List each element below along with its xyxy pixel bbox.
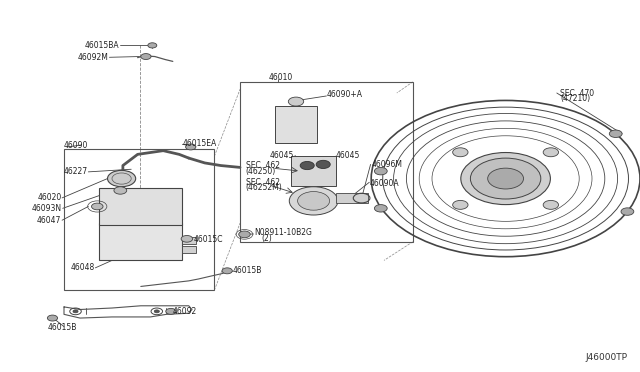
Circle shape [452, 148, 468, 157]
Circle shape [154, 310, 159, 313]
Text: 46048: 46048 [70, 263, 95, 272]
Bar [336, 193, 368, 203]
Text: 46092: 46092 [173, 307, 197, 316]
Text: 46047: 46047 [37, 216, 61, 225]
Text: 46092M: 46092M [78, 53, 109, 62]
Circle shape [374, 205, 387, 212]
Circle shape [141, 54, 151, 60]
Bar [240, 82, 413, 242]
Circle shape [289, 187, 338, 215]
Bar [275, 106, 317, 143]
Text: 46045: 46045 [270, 151, 294, 160]
Text: 46015BA: 46015BA [84, 41, 119, 50]
Text: 46096M: 46096M [371, 160, 402, 169]
Text: 46045: 46045 [336, 151, 360, 160]
Text: (47210): (47210) [560, 94, 590, 103]
Circle shape [47, 315, 58, 321]
Text: 46227: 46227 [63, 167, 88, 176]
Circle shape [114, 187, 127, 194]
Circle shape [461, 153, 550, 205]
Circle shape [148, 43, 157, 48]
Text: 46015B: 46015B [232, 266, 262, 275]
Text: 46015EA: 46015EA [182, 139, 217, 148]
Bar [64, 149, 214, 290]
Text: 46010: 46010 [269, 73, 293, 82]
Text: 46090+A: 46090+A [326, 90, 362, 99]
Text: (46250): (46250) [246, 167, 276, 176]
Circle shape [452, 201, 468, 209]
Text: 46093N: 46093N [32, 204, 62, 213]
Circle shape [300, 161, 314, 170]
Text: (2): (2) [261, 234, 272, 243]
Text: 46090: 46090 [64, 141, 88, 150]
Bar [99, 223, 182, 260]
Circle shape [298, 192, 330, 210]
Circle shape [92, 203, 103, 210]
Circle shape [609, 130, 622, 138]
Text: (46252M): (46252M) [246, 183, 282, 192]
Text: 46090A: 46090A [370, 179, 399, 187]
Bar [182, 246, 196, 253]
Text: 46020: 46020 [37, 193, 61, 202]
Circle shape [108, 170, 136, 187]
Text: 46015B: 46015B [48, 323, 77, 332]
Circle shape [374, 167, 387, 175]
Circle shape [222, 268, 232, 274]
Text: SEC. 470: SEC. 470 [560, 89, 594, 97]
Text: SEC. 462: SEC. 462 [246, 178, 280, 187]
Circle shape [621, 208, 634, 215]
Text: 46015C: 46015C [193, 235, 223, 244]
Circle shape [543, 201, 559, 209]
Circle shape [166, 308, 176, 314]
Text: SEC. 462: SEC. 462 [246, 161, 280, 170]
Circle shape [181, 235, 193, 242]
Circle shape [239, 231, 250, 238]
Circle shape [316, 160, 330, 169]
Circle shape [73, 310, 78, 313]
Bar [291, 156, 336, 186]
Bar [182, 237, 196, 244]
Text: J46000TP: J46000TP [585, 353, 627, 362]
Circle shape [186, 144, 196, 150]
Circle shape [470, 158, 541, 199]
Bar [99, 188, 182, 225]
Circle shape [488, 168, 524, 189]
Circle shape [288, 97, 304, 106]
Circle shape [543, 148, 559, 157]
Text: N08911-10B2G: N08911-10B2G [254, 228, 312, 237]
